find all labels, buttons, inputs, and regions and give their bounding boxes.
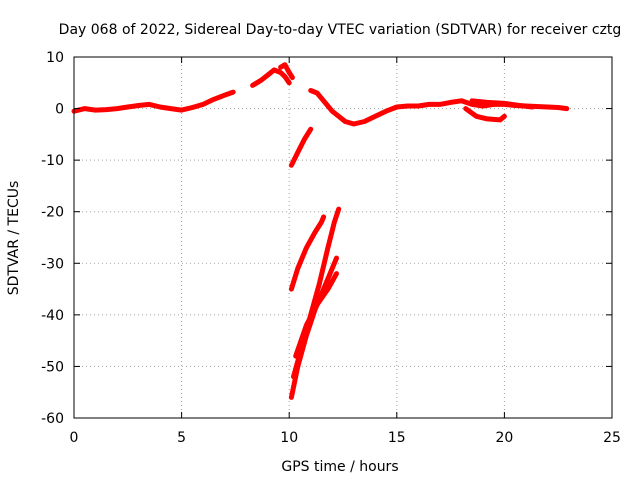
x-axis-label: GPS time / hours bbox=[281, 459, 398, 475]
y-tick-label: -20 bbox=[41, 205, 64, 221]
y-tick-label: -40 bbox=[41, 308, 64, 324]
series-descent-3 bbox=[288, 255, 339, 400]
x-tick-label: 5 bbox=[177, 430, 186, 446]
series-post-gap-dip bbox=[463, 106, 507, 123]
y-tick-label: -30 bbox=[41, 256, 64, 272]
y-tick-label: -10 bbox=[41, 153, 64, 169]
y-tick-label: -50 bbox=[41, 359, 64, 375]
plot-frame bbox=[73, 56, 613, 419]
series-descent-2 bbox=[288, 214, 327, 292]
series-descent-4 bbox=[291, 206, 342, 380]
x-tick-label: 20 bbox=[495, 430, 513, 446]
x-tick-label: 10 bbox=[280, 430, 298, 446]
series-descent-5 bbox=[293, 271, 339, 359]
series-pre-gap-rise bbox=[250, 67, 292, 88]
series-post-gap-branch bbox=[469, 98, 535, 110]
y-tick-label: 0 bbox=[55, 102, 64, 118]
series-peak-spike bbox=[278, 62, 295, 81]
series-baseline-early bbox=[71, 89, 236, 114]
series-descent-1 bbox=[288, 126, 314, 168]
x-tick-label: 15 bbox=[388, 430, 406, 446]
y-axis-label: SDTVAR / TECUs bbox=[6, 181, 22, 296]
tick-layer: 0 5 10 15 20 25 10 0 -10 -20 -30 -40 -50 -60 bbox=[41, 50, 621, 446]
x-tick-label: 25 bbox=[603, 430, 621, 446]
chart-title: Day 068 of 2022, Sidereal Day-to-day VTE… bbox=[59, 22, 622, 38]
grid-layer bbox=[74, 57, 612, 418]
series-layer bbox=[71, 62, 570, 400]
y-tick-label: 10 bbox=[46, 50, 64, 66]
x-tick-label: 0 bbox=[70, 430, 79, 446]
y-tick-label: -60 bbox=[41, 411, 64, 427]
